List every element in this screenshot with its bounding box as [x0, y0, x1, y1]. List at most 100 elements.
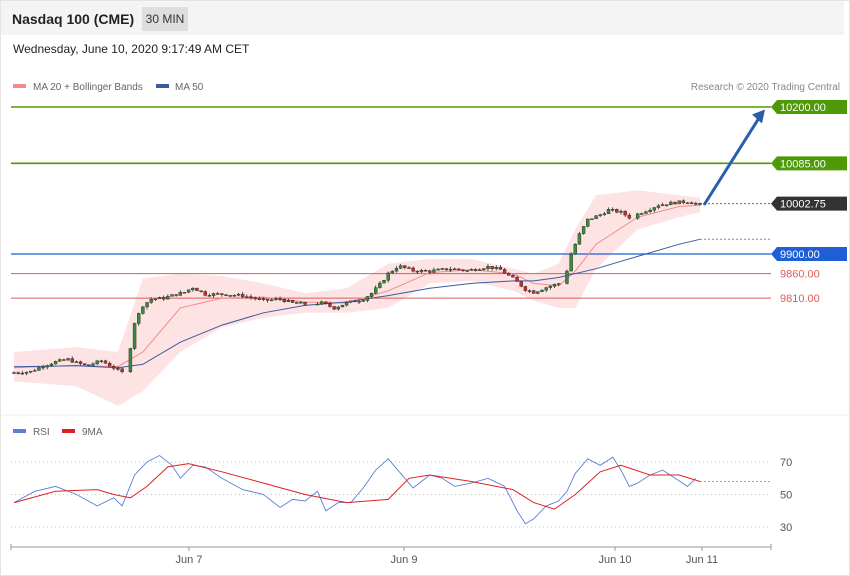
candle-body [286, 300, 291, 302]
candle-body [640, 213, 644, 215]
candle-body [694, 203, 698, 205]
candle-body [590, 218, 594, 220]
candle-body [519, 281, 523, 287]
rsi-tick-50: 50 [780, 490, 792, 502]
candle-body [594, 215, 598, 219]
candle-body [477, 269, 482, 271]
candle-body [137, 313, 141, 324]
candle-body [627, 214, 632, 219]
candle-body [199, 290, 203, 292]
candle-body [228, 295, 232, 297]
ma9-legend-label: 9MA [82, 427, 103, 438]
ma20-legend-swatch [13, 84, 26, 88]
candle-body [12, 372, 16, 374]
candle-body [490, 266, 494, 269]
candle-body [41, 366, 45, 369]
candle-body [295, 302, 299, 304]
level-tag-resistance [771, 100, 847, 114]
candle-body [652, 207, 656, 211]
rsi-legend-swatch [13, 429, 26, 433]
candle-body [145, 302, 149, 308]
candle-body [403, 265, 407, 268]
candle-body [665, 204, 669, 206]
candle-body [45, 365, 49, 368]
candle-body [149, 299, 153, 303]
candle-body [602, 213, 607, 216]
candle-body [361, 300, 365, 302]
candle-body [685, 202, 690, 204]
candle-body [324, 301, 328, 304]
level-label-support: 9860.00 [780, 269, 820, 281]
candle-body [340, 304, 345, 308]
candle-body [502, 269, 507, 274]
level-label-resistance: 10085.00 [780, 158, 826, 170]
candle-body [448, 268, 453, 271]
candle-body [681, 200, 686, 203]
candle-body [540, 289, 544, 292]
ma50-legend-label: MA 50 [175, 82, 204, 93]
candle-body [511, 274, 515, 278]
candle-body [224, 294, 228, 296]
level-tag-resistance [771, 156, 847, 171]
candle-body [195, 287, 199, 291]
candle-body [552, 284, 557, 287]
candle-body [344, 302, 349, 306]
instrument-title: Nasdaq 100 (CME) [12, 11, 135, 27]
candle-body [419, 269, 424, 273]
candle-body [486, 266, 490, 269]
ma9-legend-swatch [62, 429, 75, 433]
candle-body [161, 297, 166, 300]
target-arrow-shaft [702, 115, 762, 206]
candle-body [507, 272, 511, 276]
candle-body [436, 268, 440, 271]
candle-body [382, 280, 386, 284]
candle-body [623, 210, 627, 216]
candle-body [211, 293, 216, 296]
candle-body [157, 297, 162, 300]
candle-body [328, 303, 332, 307]
candle-body [473, 269, 478, 271]
candle-body [565, 270, 569, 284]
candle-body [16, 372, 20, 374]
candle-body [315, 303, 320, 306]
candle-body [423, 269, 428, 272]
candle-body [440, 268, 444, 270]
candle-body [660, 204, 665, 206]
candle-body [336, 306, 340, 310]
candle-body [28, 370, 33, 373]
level-label-pivot: 9900.00 [780, 249, 820, 261]
candle-body [669, 201, 673, 206]
candle-body [527, 290, 532, 292]
candle-body [610, 209, 615, 211]
candle-body [232, 295, 237, 297]
level-tag-current [771, 196, 847, 211]
candle-body [95, 360, 99, 365]
candle-body [698, 203, 702, 205]
candle-body [78, 361, 83, 364]
candle-body [369, 293, 374, 297]
ma50-legend-swatch [156, 84, 169, 88]
candle-body [240, 293, 245, 297]
timeframe-selector[interactable]: 30 MIN [142, 7, 188, 31]
candle-body [407, 267, 411, 269]
candle-body [689, 202, 694, 204]
x-tick-label: Jun 11 [686, 554, 718, 566]
level-label-resistance: 10200.00 [780, 102, 826, 114]
candle-body [91, 363, 95, 366]
candle-body [319, 301, 324, 305]
candle-body [548, 285, 553, 288]
candle-body [556, 283, 561, 285]
candle-body [290, 300, 295, 303]
candle-body [261, 298, 266, 300]
candle-body [112, 365, 116, 369]
level-tag-pivot [771, 247, 847, 261]
candle-body [453, 268, 457, 271]
candle-body [107, 363, 112, 367]
candle-body [531, 290, 536, 294]
candle-body [120, 368, 124, 373]
ma20-legend-label: MA 20 + Bollinger Bands [33, 82, 143, 93]
candle-body [482, 268, 486, 270]
candle-body [598, 214, 602, 217]
candle-body [274, 298, 278, 300]
candle-body [465, 270, 469, 272]
